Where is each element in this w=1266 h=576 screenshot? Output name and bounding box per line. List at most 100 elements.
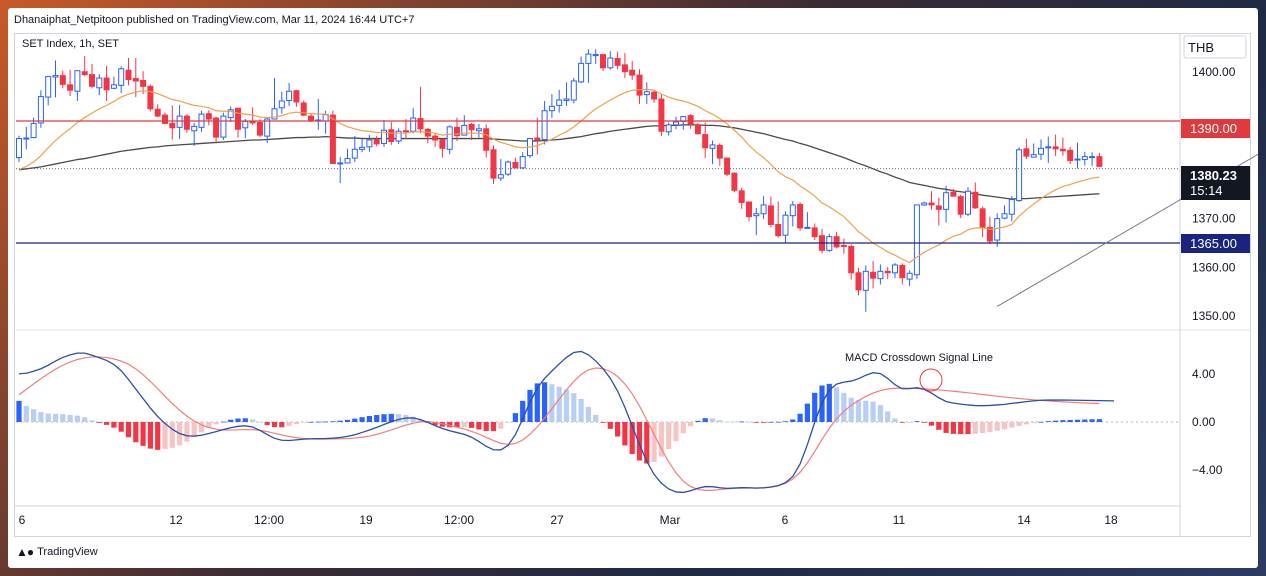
candle-body [483, 128, 490, 151]
macd-histogram-bar [374, 415, 380, 422]
macd-histogram-bar [556, 386, 562, 422]
macd-histogram-bar [724, 421, 730, 423]
candle-body [833, 236, 840, 248]
candle-body [994, 218, 1001, 241]
candle [37, 90, 44, 128]
candle-body [673, 121, 679, 126]
candle [556, 89, 563, 113]
candle [132, 58, 139, 98]
candle-body [658, 98, 665, 132]
currency-button[interactable]: THB [1183, 35, 1247, 59]
macd-histogram-bar [469, 422, 475, 428]
candle-body [570, 80, 577, 101]
candle-body [928, 202, 935, 206]
candle-body [614, 58, 621, 66]
candle-body [402, 130, 409, 133]
ema-fast-line [18, 88, 1100, 264]
candle [928, 191, 935, 210]
macd-histogram-bar [23, 405, 29, 422]
macd-histogram-bar [520, 400, 526, 422]
macd-histogram-bar [571, 393, 577, 422]
macd-histogram-bar [688, 422, 694, 427]
macd-histogram-bar [651, 422, 657, 462]
macd-histogram-bar [31, 409, 37, 422]
candle-body [979, 208, 986, 229]
candle-body [110, 84, 117, 89]
resistance-price-label: 1390.00 [1190, 121, 1237, 136]
macd-histogram-bar [1045, 421, 1051, 422]
candle [862, 265, 869, 312]
candle [1059, 137, 1066, 156]
candle-body [1045, 146, 1052, 149]
candle [220, 112, 227, 141]
macd-histogram-bar [118, 422, 124, 432]
macd-histogram-bar [45, 413, 51, 422]
candle-body [913, 204, 920, 276]
candle-body [242, 120, 249, 129]
time-tick-label: 27 [550, 513, 564, 527]
candle [424, 127, 431, 144]
candle-body [395, 130, 402, 142]
candle-body [264, 118, 271, 137]
footer[interactable]: ▲● TradingView [16, 545, 98, 559]
candle-body [147, 85, 154, 110]
countdown-label: 15:14 [1190, 183, 1223, 198]
macd-histogram-bar [870, 401, 876, 422]
candle [643, 82, 650, 104]
candle-body [497, 174, 504, 179]
footer-brand: TradingView [37, 546, 98, 558]
candle-body [59, 75, 66, 85]
candle [709, 140, 716, 164]
price-tick-label: 1370.00 [1192, 212, 1236, 226]
macd-histogram-bar [125, 422, 132, 438]
candle [461, 115, 468, 136]
candle-body [1038, 147, 1044, 155]
macd-histogram-bar [242, 418, 248, 422]
macd-histogram-bar [717, 420, 723, 422]
candle-body [600, 54, 606, 69]
macd-tick-label: 0.00 [1192, 415, 1216, 429]
macd-histogram-bar [410, 416, 416, 422]
candle-body [746, 201, 752, 218]
chart-area[interactable]: SET Index, 1h, SET THB 1400.00 1370.00 136… [8, 8, 1258, 568]
candle-body [213, 117, 220, 138]
candle [497, 159, 504, 182]
time-tick-label: Mar [660, 513, 681, 527]
candle-body [775, 223, 782, 237]
candle [585, 49, 592, 83]
candle-body [1008, 199, 1015, 215]
macd-histogram-bar [958, 422, 964, 435]
candle-body [1016, 149, 1023, 202]
macd-histogram-bar [702, 418, 708, 422]
candle [570, 78, 577, 104]
macd-histogram-bar [1089, 419, 1095, 422]
candle [490, 145, 497, 184]
macd-histogram-bar [315, 421, 321, 423]
candle-body [337, 162, 344, 165]
candle [103, 65, 110, 101]
macd-histogram-bar [680, 422, 686, 434]
candle [884, 266, 891, 280]
candle [1096, 152, 1103, 167]
candle [1045, 136, 1052, 163]
candle [892, 263, 898, 279]
candle [804, 212, 811, 229]
candle-body [475, 128, 482, 132]
candle [527, 138, 533, 159]
macd-histogram-bar [206, 422, 212, 428]
trendline [996, 153, 1258, 307]
candle-body [972, 191, 979, 209]
candle [512, 157, 519, 169]
macd-histogram-bar [848, 397, 854, 422]
candle [979, 206, 986, 238]
candle [913, 204, 920, 280]
macd-histogram-bar [104, 422, 110, 425]
candle-body [169, 122, 176, 129]
macd-histogram-bar [636, 422, 643, 461]
candle [760, 196, 767, 220]
candle-body [373, 139, 380, 145]
candle [716, 143, 723, 166]
ema-slow-line [18, 124, 1100, 200]
macd-histogram-bar [695, 420, 701, 422]
candle [446, 125, 453, 155]
